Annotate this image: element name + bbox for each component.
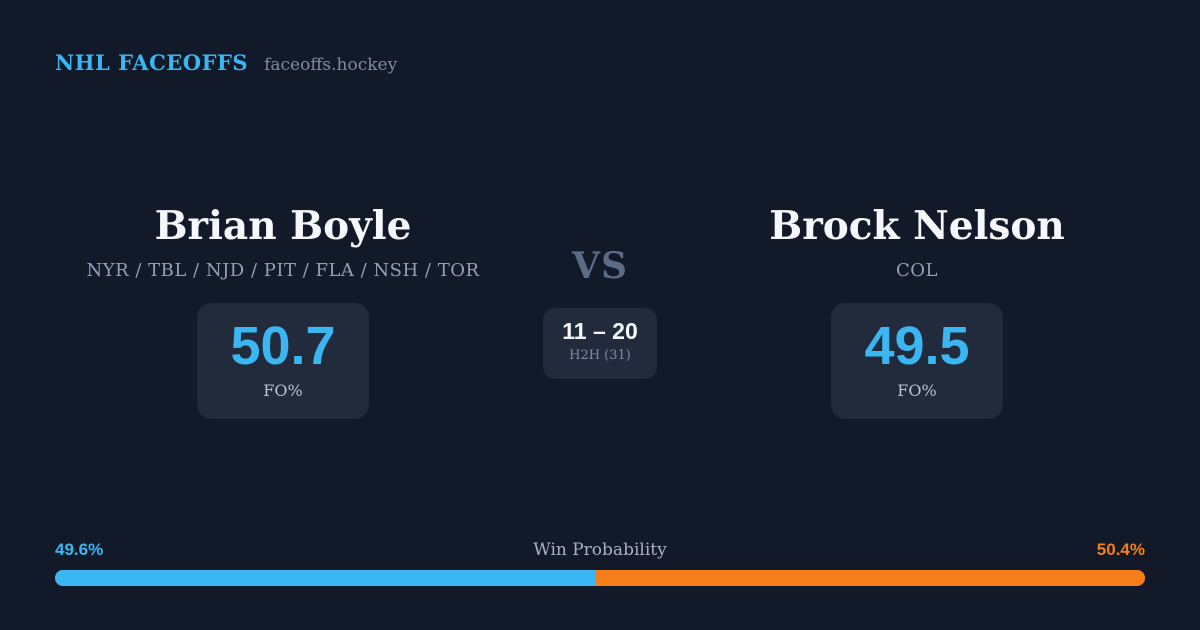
player-left-fo-label: FO% <box>263 380 303 400</box>
player-left-column: Brian Boyle NYR / TBL / NJD / PIT / FLA … <box>0 205 566 419</box>
h2h-box: 11 – 20 H2H (31) <box>543 308 657 379</box>
h2h-score: 11 – 20 <box>562 318 638 344</box>
vs-label: VS <box>572 245 628 287</box>
player-right-fo-label: FO% <box>897 380 937 400</box>
player-left-stat-box: 50.7 FO% <box>197 302 369 419</box>
player-right-column: Brock Nelson COL 49.5 FO% <box>634 205 1200 419</box>
player-left-name: Brian Boyle <box>154 203 412 249</box>
player-left-teams: NYR / TBL / NJD / PIT / FLA / NSH / TOR <box>86 259 480 281</box>
player-right-teams: COL <box>896 259 938 281</box>
site-url: faceoffs.hockey <box>264 55 398 75</box>
player-right-stat-box: 49.5 FO% <box>831 302 1003 419</box>
win-probability-section: 49.6% Win Probability 50.4% <box>55 540 1145 586</box>
header: NHL FACEOFFS faceoffs.hockey <box>55 50 397 75</box>
win-probability-left-pct: 49.6% <box>55 540 104 559</box>
win-probability-title: Win Probability <box>533 540 667 560</box>
win-probability-bar <box>55 570 1145 586</box>
win-probability-bar-right-fill <box>595 570 1145 586</box>
brand-logo-text: NHL FACEOFFS <box>55 50 249 75</box>
win-probability-labels: 49.6% Win Probability 50.4% <box>55 540 1145 560</box>
win-probability-bar-left-fill <box>55 570 596 586</box>
win-probability-right-pct: 50.4% <box>1096 540 1145 559</box>
player-right-name: Brock Nelson <box>769 203 1065 249</box>
player-left-fo-pct: 50.7 <box>230 315 336 376</box>
matchup-center-column: VS 11 – 20 H2H (31) <box>500 248 700 379</box>
player-right-fo-pct: 49.5 <box>864 315 970 376</box>
h2h-label: H2H (31) <box>569 348 631 363</box>
